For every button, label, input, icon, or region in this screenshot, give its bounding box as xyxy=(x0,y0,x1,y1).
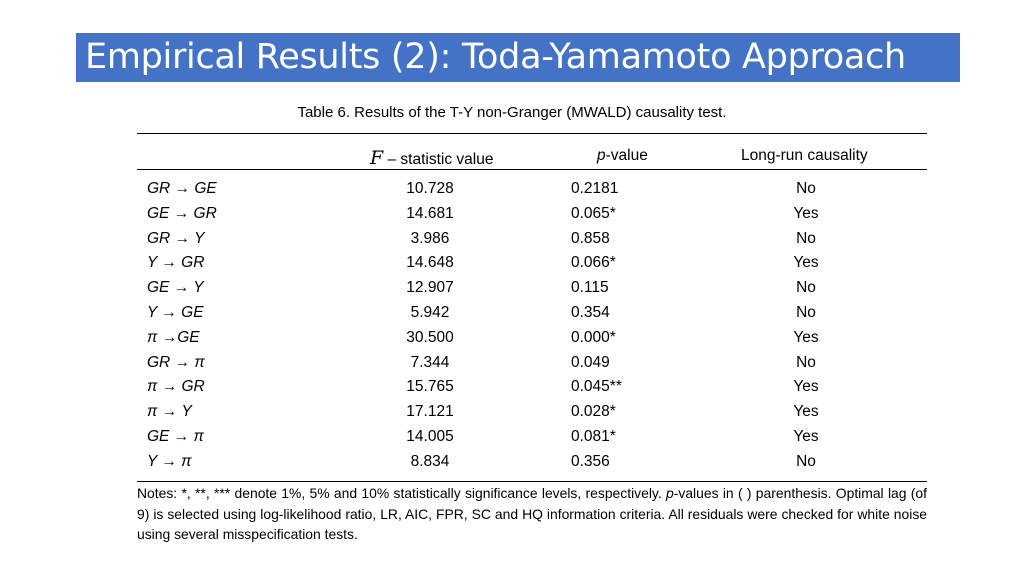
cell-long-run-causality: No xyxy=(796,353,816,371)
cell-p-value: 0.115 xyxy=(571,279,609,297)
cell-long-run-causality: Yes xyxy=(793,328,819,346)
cell-p-value: 0.858 xyxy=(571,229,610,247)
cell-p-value: 0.066* xyxy=(571,254,616,272)
table-row: Y → GR 14.648 0.066* Yes xyxy=(0,254,1024,279)
table-caption: Table 6. Results of the T-Y non-Granger … xyxy=(297,104,727,121)
table-row: GR → Y 3.986 0.858 No xyxy=(0,230,1024,255)
header-f-symbol: F xyxy=(370,147,384,169)
cell-relation: GR → π xyxy=(147,353,205,371)
cell-relation: GE → Y xyxy=(147,279,204,297)
cell-relation: π → Y xyxy=(147,403,192,421)
cell-p-value: 0.045** xyxy=(571,378,622,396)
notes-p-symbol: p xyxy=(666,485,674,501)
header-p-value: p-value xyxy=(597,147,648,165)
cell-p-value: 0.028* xyxy=(571,403,616,421)
table-row: GE → GR 14.681 0.065* Yes xyxy=(0,205,1024,230)
cell-f-statistic: 15.765 xyxy=(406,378,454,396)
cell-p-value: 0.065* xyxy=(571,204,616,222)
cell-long-run-causality: No xyxy=(796,304,816,321)
cell-relation: Y → GR xyxy=(147,254,205,272)
cell-relation: Y → GE xyxy=(147,304,204,321)
cell-long-run-causality: No xyxy=(796,180,816,197)
cell-long-run-causality: Yes xyxy=(793,428,819,445)
table-row: GE → π 14.005 0.081* Yes xyxy=(0,428,1024,453)
cell-f-statistic: 8.834 xyxy=(410,452,450,470)
table-row: Y → π 8.834 0.356 No xyxy=(0,453,1024,478)
table-top-rule xyxy=(137,133,927,134)
notes-part-2: -values in ( ) parenthesis. Optimal lag … xyxy=(137,485,928,542)
table-notes: Notes: *, **, *** denote 1%, 5% and 10% … xyxy=(137,483,927,545)
cell-f-statistic: 14.005 xyxy=(406,428,454,445)
header-p-label: -value xyxy=(605,147,648,164)
cell-f-statistic: 14.681 xyxy=(406,204,454,222)
cell-long-run-causality: No xyxy=(796,452,816,470)
cell-f-statistic: 10.728 xyxy=(406,180,454,197)
cell-relation: GE → π xyxy=(147,428,204,445)
cell-p-value: 0.354 xyxy=(571,304,610,321)
cell-relation: π →GE xyxy=(147,328,200,346)
header-long-run-causality: Long-run causality xyxy=(741,147,868,164)
cell-p-value: 0.049 xyxy=(571,353,610,371)
cell-long-run-causality: No xyxy=(796,279,816,297)
cell-relation: GE → GR xyxy=(147,204,217,222)
slide-title: Empirical Results (2): Toda-Yamamoto App… xyxy=(85,37,906,77)
header-f-statistic: F – statistic value xyxy=(370,147,493,169)
header-bottom-rule xyxy=(137,169,927,170)
cell-long-run-causality: Yes xyxy=(793,403,819,421)
cell-f-statistic: 3.986 xyxy=(410,229,450,247)
notes-part-1: Notes: *, **, *** denote 1%, 5% and 10% … xyxy=(137,485,667,501)
table-row: π → Y 17.121 0.028* Yes xyxy=(0,403,1024,428)
table-row: Y → GE 5.942 0.354 No xyxy=(0,304,1024,329)
cell-f-statistic: 12.907 xyxy=(406,279,454,297)
table-row: GR → π 7.344 0.049 No xyxy=(0,354,1024,379)
cell-long-run-causality: No xyxy=(796,229,816,247)
table-row: π →GE 30.500 0.000* Yes xyxy=(0,329,1024,354)
cell-p-value: 0.356 xyxy=(571,452,610,470)
table-row: π → GR 15.765 0.045** Yes xyxy=(0,378,1024,403)
cell-f-statistic: 14.648 xyxy=(406,254,454,272)
cell-relation: GR → Y xyxy=(147,229,205,247)
cell-p-value: 0.2181 xyxy=(571,180,619,197)
cell-f-statistic: 7.344 xyxy=(410,353,450,371)
cell-long-run-causality: Yes xyxy=(793,254,819,272)
table-row: GE → Y 12.907 0.115 No xyxy=(0,279,1024,304)
cell-long-run-causality: Yes xyxy=(793,204,819,222)
table-row: GR → GE 10.728 0.2181 No xyxy=(0,180,1024,205)
cell-f-statistic: 30.500 xyxy=(406,328,454,346)
header-f-label: – statistic value xyxy=(383,151,494,168)
slide-title-bar: Empirical Results (2): Toda-Yamamoto App… xyxy=(76,33,960,82)
cell-p-value: 0.000* xyxy=(571,328,616,346)
table-bottom-rule xyxy=(137,481,927,482)
cell-long-run-causality: Yes xyxy=(793,378,819,396)
header-p-symbol: p xyxy=(597,147,606,164)
cell-f-statistic: 5.942 xyxy=(410,304,450,321)
cell-relation: GR → GE xyxy=(147,180,217,197)
cell-f-statistic: 17.121 xyxy=(406,403,454,421)
cell-relation: Y → π xyxy=(147,452,192,470)
cell-relation: π → GR xyxy=(147,378,205,396)
cell-p-value: 0.081* xyxy=(571,428,616,445)
